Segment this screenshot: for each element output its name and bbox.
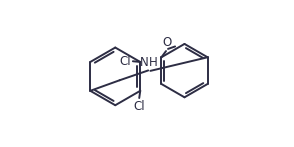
Text: N: N xyxy=(139,56,148,69)
Text: H: H xyxy=(149,56,158,69)
Text: O: O xyxy=(163,36,172,49)
Text: Cl: Cl xyxy=(119,55,131,68)
Text: Cl: Cl xyxy=(133,100,145,113)
